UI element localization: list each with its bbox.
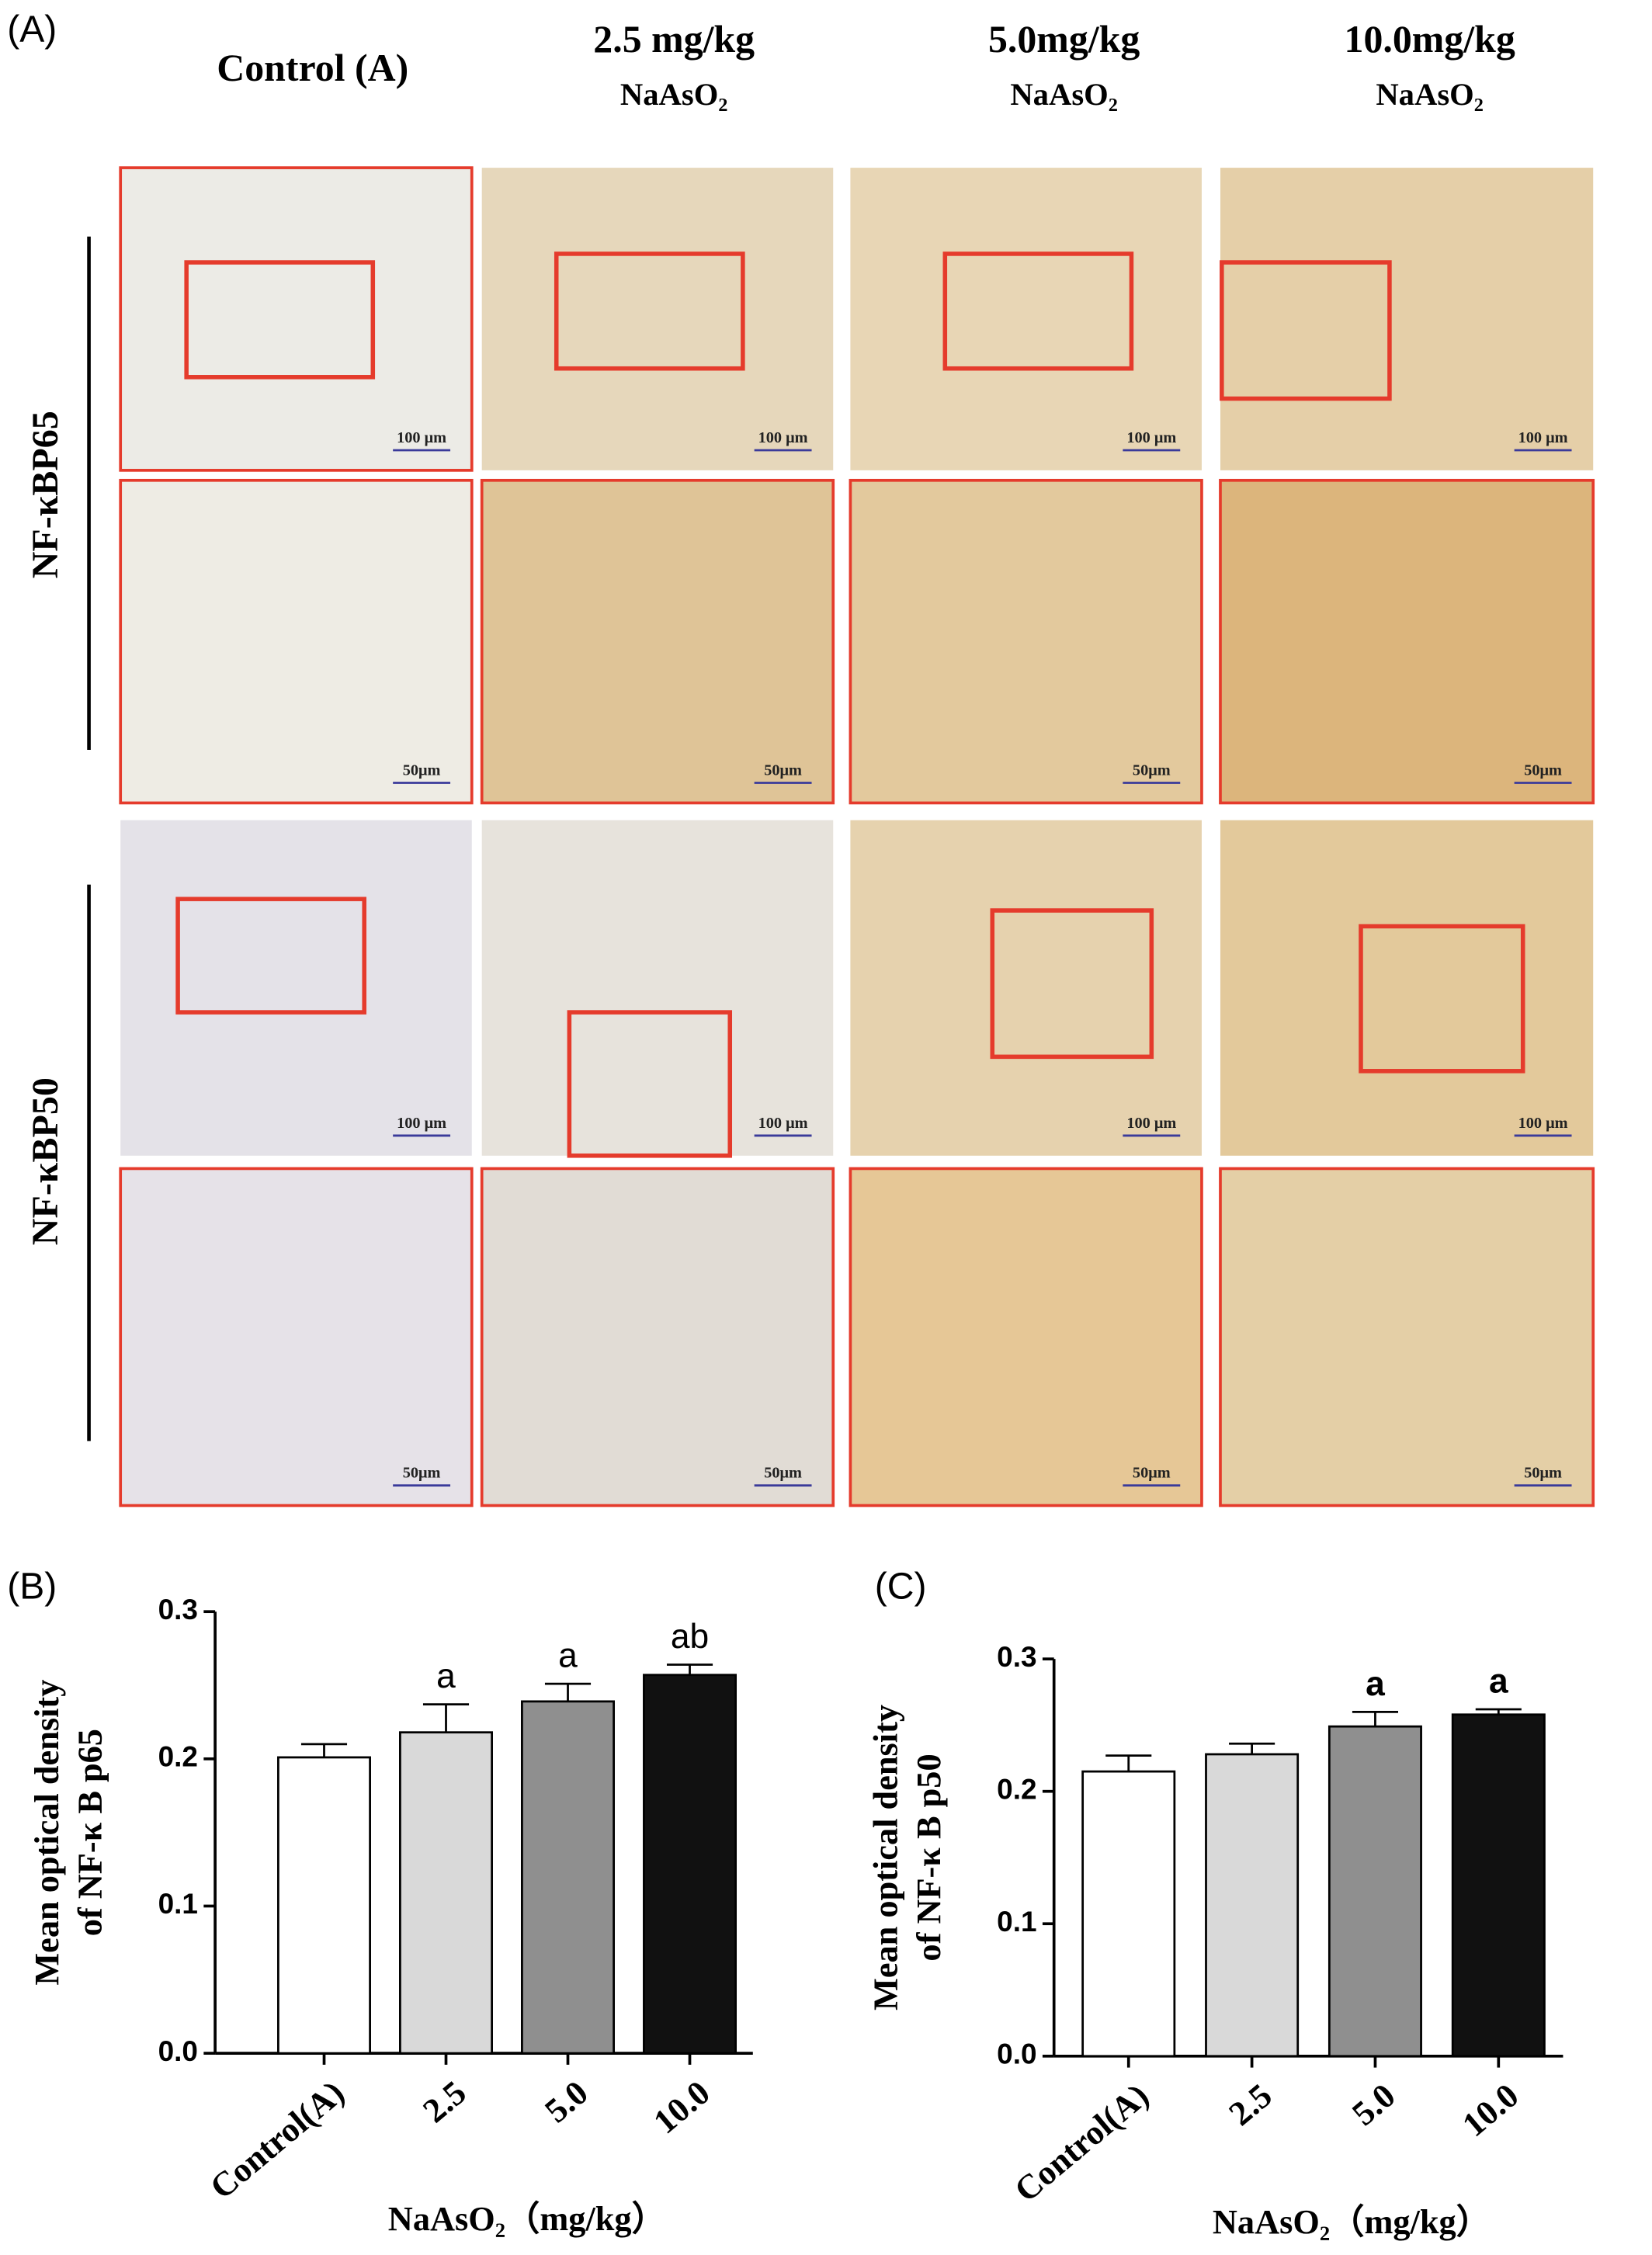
bar [521, 1700, 616, 2055]
x-tick-label: 5.0 [537, 2073, 595, 2130]
zoom-box [184, 260, 376, 380]
x-tick-label: 10.0 [646, 2073, 717, 2141]
column-dose: 10.0mg/kg [1345, 18, 1515, 61]
panel-label: (A) [7, 9, 57, 50]
scale-label: 50μm [1524, 761, 1562, 779]
scale-label: 50μm [764, 761, 802, 779]
micrograph [119, 1167, 474, 1507]
zoom-box [567, 1010, 733, 1158]
x-tick-label: 5.0 [1345, 2076, 1403, 2133]
bar-annotation: a [436, 1657, 456, 1695]
scale-label: 50μm [403, 1465, 441, 1482]
column-compound: NaAsO₂ [1010, 77, 1118, 112]
zoom-box [175, 897, 366, 1015]
scale-label: 100 μm [758, 1115, 808, 1132]
column-dose: 5.0mg/kg [988, 18, 1140, 61]
micrograph [850, 168, 1202, 470]
y-axis-title: Mean optical density [27, 1680, 66, 1986]
bar-annotation: ab [671, 1618, 709, 1656]
micrograph [849, 478, 1203, 805]
y-tick-label: 0.0 [158, 2035, 198, 2067]
y-axis-title: Mean optical density [866, 1705, 904, 2010]
x-tick-label: 2.5 [415, 2073, 474, 2130]
micrograph [1219, 1167, 1595, 1507]
scale-label: 50μm [1133, 761, 1171, 779]
column-dose: 2.5 mg/kg [593, 18, 755, 61]
y-tick-label: 0.1 [158, 1888, 198, 1920]
x-axis-title: NaAsO₂（mg/kg） [1213, 2202, 1491, 2241]
micrograph [481, 168, 834, 470]
column-compound: NaAsO₂ [1376, 77, 1484, 112]
scale-label: 50μm [764, 1465, 802, 1482]
zoom-box [554, 252, 745, 371]
micrograph [1220, 168, 1594, 470]
bar-annotation: a [1489, 1662, 1508, 1700]
column-dose: Control (A) [217, 47, 408, 89]
micrograph [119, 478, 474, 805]
zoom-box [1220, 260, 1392, 401]
y-tick-label: 0.2 [997, 1773, 1036, 1805]
y-tick-label: 0.3 [997, 1641, 1036, 1673]
row-label: NF-κBP50 [25, 1077, 66, 1245]
bar [1328, 1725, 1422, 2058]
zoom-box [990, 908, 1154, 1060]
micrograph [850, 820, 1202, 1156]
bar [1081, 1770, 1176, 2058]
x-tick-label: Control(A) [1007, 2076, 1156, 2209]
column-compound: NaAsO₂ [620, 77, 728, 112]
y-axis-title: of NF-κ B p50 [909, 1754, 948, 1961]
y-tick-label: 0.3 [158, 1594, 198, 1625]
panel-label: (C) [875, 1566, 927, 1607]
bar [277, 1756, 371, 2055]
micrograph [480, 1167, 835, 1507]
x-tick-label: 10.0 [1455, 2076, 1526, 2144]
x-tick-label: 2.5 [1221, 2076, 1279, 2133]
bar [399, 1731, 494, 2055]
bar-annotation: a [1366, 1665, 1385, 1703]
micrograph [1219, 478, 1595, 805]
y-tick-label: 0.2 [158, 1741, 198, 1773]
scale-label: 100 μm [397, 1115, 446, 1132]
y-tick-label: 0.1 [997, 1906, 1036, 1938]
micrograph [480, 478, 835, 805]
micrograph [481, 820, 834, 1156]
micrograph [119, 166, 474, 472]
x-tick-label: Control(A) [203, 2073, 352, 2206]
scale-label: 50μm [1524, 1465, 1562, 1482]
scale-label: 50μm [403, 761, 441, 779]
scale-label: 100 μm [758, 429, 808, 446]
bar [1205, 1753, 1300, 2058]
row-label: NF-κBP65 [25, 411, 66, 578]
y-tick-label: 0.0 [997, 2038, 1036, 2070]
bar-annotation: a [558, 1637, 578, 1675]
scale-label: 100 μm [1518, 1115, 1568, 1132]
panel-label: (B) [7, 1566, 57, 1607]
bar [1451, 1713, 1546, 2058]
scale-label: 100 μm [1126, 429, 1176, 446]
zoom-box [942, 252, 1134, 371]
zoom-box [1359, 924, 1525, 1074]
scale-label: 100 μm [397, 429, 446, 446]
micrograph [120, 820, 472, 1156]
scale-label: 100 μm [1126, 1115, 1176, 1132]
micrograph [1220, 820, 1594, 1156]
micrograph [849, 1167, 1203, 1507]
bar [643, 1674, 738, 2055]
scale-label: 50μm [1133, 1465, 1171, 1482]
x-axis-title: NaAsO₂（mg/kg） [388, 2199, 666, 2238]
scale-label: 100 μm [1518, 429, 1568, 446]
y-axis-title: of NF-κ B p65 [70, 1729, 109, 1936]
